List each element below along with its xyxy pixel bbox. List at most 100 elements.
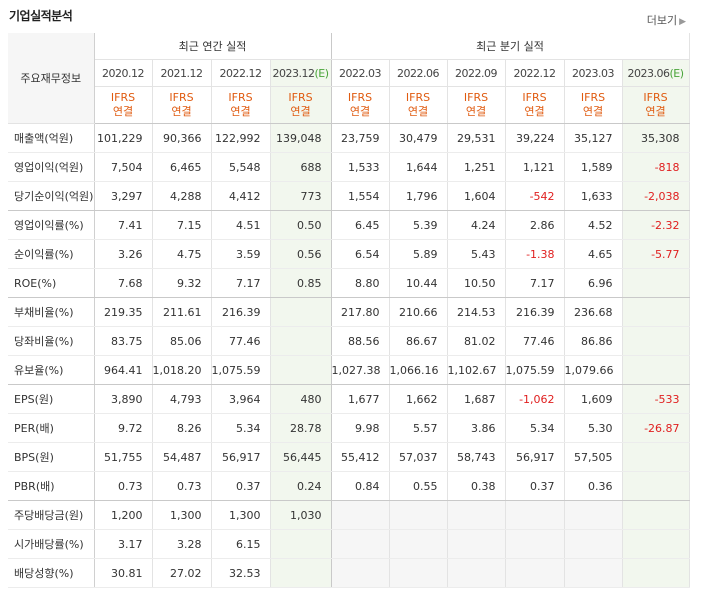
annual-header: 최근 연간 실적 — [94, 33, 332, 60]
period-q-2: 2022.09 — [447, 59, 506, 87]
table-cell: 6.54 — [331, 239, 390, 269]
table-cell: 6.45 — [331, 210, 390, 240]
row-label: 시가배당률(%) — [8, 529, 95, 559]
row-label: 매출액(억원) — [8, 123, 95, 153]
table-cell: 51,755 — [94, 442, 153, 472]
table-cell: 1,300 — [211, 500, 271, 530]
section-title: 기업실적분석 — [9, 9, 73, 23]
period-q-5: 2023.06(E) — [622, 59, 690, 87]
table-cell: 0.56 — [270, 239, 332, 269]
table-cell: -818 — [622, 152, 690, 182]
table-cell: 4.24 — [447, 210, 506, 240]
table-row: 영업이익(억원) 7,504 6,465 5,548 688 1,533 1,644 1,25… — [8, 152, 690, 182]
ifrs-text: IFRS — [228, 91, 253, 104]
table-row: BPS(원) 51,755 54,487 56,917 56,445 55,412 57,0… — [8, 442, 690, 472]
period-label: 2022.12 — [219, 66, 263, 80]
period-q-3: 2022.12 — [505, 59, 565, 87]
more-link[interactable]: 더보기 ▶ — [647, 12, 686, 28]
table-cell: 214.53 — [447, 297, 506, 327]
table-cell: 3,297 — [94, 181, 153, 211]
table-cell: 4.52 — [564, 210, 623, 240]
table-cell: 4,412 — [211, 181, 271, 211]
ifrs-label: IFRS 연결 — [94, 86, 153, 124]
table-cell — [622, 297, 690, 327]
ifrs-text: IFRS — [643, 91, 668, 104]
table-cell: 216.39 — [211, 297, 271, 327]
table-cell: 32.53 — [211, 558, 271, 588]
table-cell — [270, 355, 332, 385]
table-cell — [270, 297, 332, 327]
table-cell: 4.65 — [564, 239, 623, 269]
table-cell: 4,793 — [152, 384, 212, 414]
table-cell: 6.96 — [564, 268, 623, 298]
table-cell — [331, 558, 390, 588]
table-cell: 30.81 — [94, 558, 153, 588]
row-label: 영업이익률(%) — [8, 210, 95, 240]
table-cell: 122,992 — [211, 123, 271, 153]
table-cell: 56,445 — [270, 442, 332, 472]
table-cell: 1,018.20 — [152, 355, 212, 385]
table-cell: 2.86 — [505, 210, 565, 240]
ifrs-text: IFRS — [110, 91, 136, 104]
period-q-0: 2022.03 — [331, 59, 390, 87]
table-row: 유보율(%) 964.41 1,018.20 1,075.59 1,027.38 1,06… — [8, 355, 690, 385]
period-label: 2022.03 — [339, 66, 382, 80]
table-cell: 1,644 — [389, 152, 448, 182]
consolidated-text: 연결 — [171, 105, 192, 118]
table-cell: 1,609 — [564, 384, 623, 414]
period-label: 2023.03 — [572, 66, 615, 80]
table-cell — [270, 529, 332, 559]
table-cell — [447, 500, 506, 530]
table-cell: 7.41 — [94, 210, 153, 240]
table-cell — [270, 326, 332, 356]
table-cell: 57,505 — [564, 442, 623, 472]
table-cell: 211.61 — [152, 297, 212, 327]
table-row: 순이익률(%) 3.26 4.75 3.59 0.56 6.54 5.89 5.43 -1.38… — [8, 239, 690, 269]
row-label: ROE(%) — [8, 268, 95, 298]
table-cell — [564, 529, 623, 559]
table-cell: 8.26 — [152, 413, 212, 443]
table-row: 당좌비율(%) 83.75 85.06 77.46 88.56 86.67 81.02 77.… — [8, 326, 690, 356]
table-cell: 5.30 — [564, 413, 623, 443]
ifrs-label: IFRS 연결 — [211, 86, 271, 124]
table-cell: 4,288 — [152, 181, 212, 211]
table-cell — [622, 558, 690, 588]
table-cell: 0.24 — [270, 471, 332, 501]
period-label: 2023.06 — [627, 66, 671, 80]
table-cell: 7.15 — [152, 210, 212, 240]
table-cell: 101,229 — [94, 123, 153, 153]
ifrs-text: IFRS — [405, 91, 431, 104]
table-cell: 9.98 — [331, 413, 390, 443]
table-cell: 9.72 — [94, 413, 153, 443]
ifrs-label: IFRS 연결 — [564, 86, 623, 124]
table-cell: 0.37 — [505, 471, 565, 501]
table-cell: 3.28 — [152, 529, 212, 559]
table-cell: 1,687 — [447, 384, 506, 414]
table-cell: -5.77 — [622, 239, 690, 269]
table-row: 배당성향(%) 30.81 27.02 32.53 — [8, 558, 690, 588]
table-cell: 1,027.38 — [331, 355, 390, 385]
table-cell — [622, 268, 690, 298]
table-cell: 1,604 — [447, 181, 506, 211]
table-cell: 1,066.16 — [389, 355, 448, 385]
table-cell: 7.68 — [94, 268, 153, 298]
table-cell: 0.50 — [270, 210, 332, 240]
table-cell — [389, 529, 448, 559]
period-a-0: 2020.12 — [94, 59, 153, 87]
table-cell — [564, 558, 623, 588]
table-cell: 3,890 — [94, 384, 153, 414]
table-cell — [622, 355, 690, 385]
table-cell: 236.68 — [564, 297, 623, 327]
row-label: 당기순이익(억원) — [8, 181, 95, 211]
table-cell: 77.46 — [211, 326, 271, 356]
table-cell: 9.32 — [152, 268, 212, 298]
table-cell: 85.06 — [152, 326, 212, 356]
table-cell: 1,102.67 — [447, 355, 506, 385]
period-label: 2023.12 — [272, 66, 315, 80]
table-cell: 77.46 — [505, 326, 565, 356]
table-cell: 10.44 — [389, 268, 448, 298]
table-cell: 3.59 — [211, 239, 271, 269]
table-cell: 30,479 — [389, 123, 448, 153]
table-cell: 3.86 — [447, 413, 506, 443]
table-cell: -2,038 — [622, 181, 690, 211]
